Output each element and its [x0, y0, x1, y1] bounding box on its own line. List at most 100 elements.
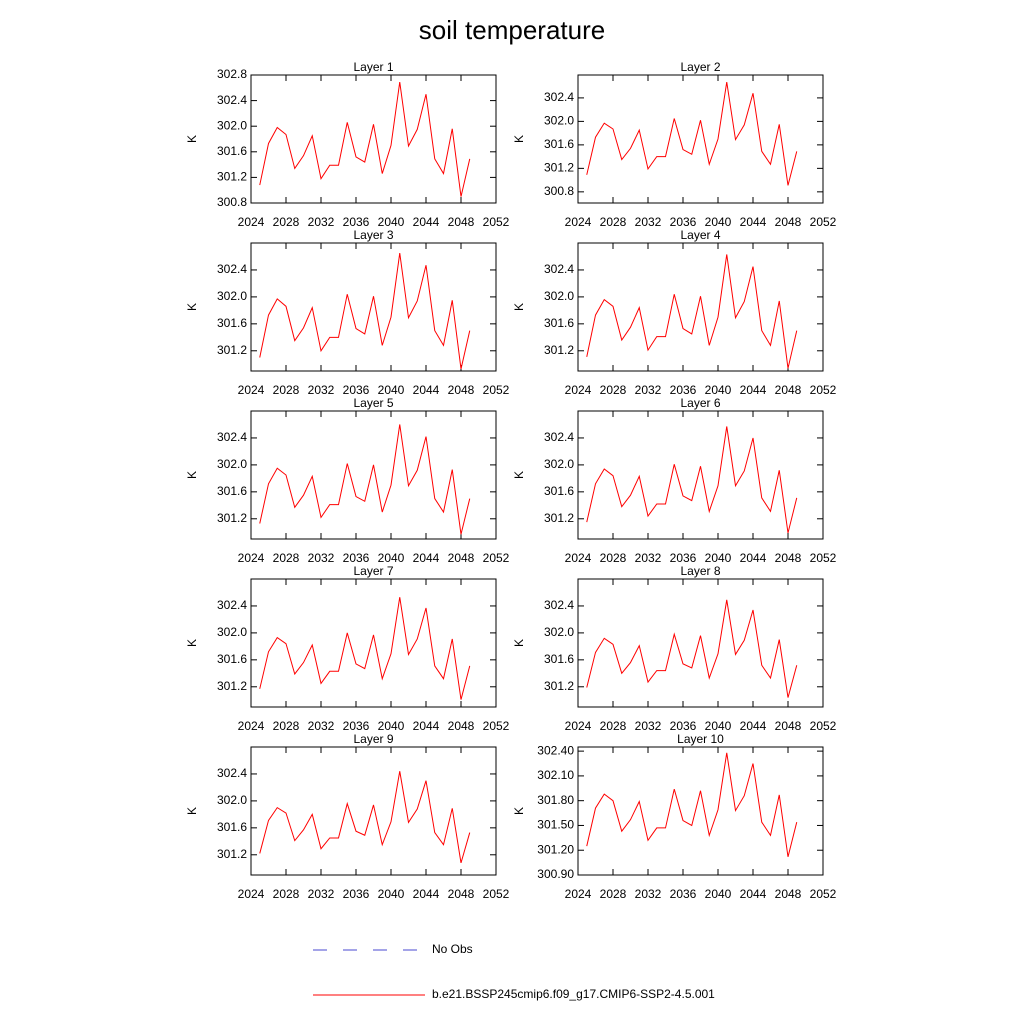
- y-tick-label: 302.40: [537, 743, 574, 757]
- x-tick-label: 2028: [600, 551, 627, 565]
- y-axis-label: K: [512, 639, 526, 647]
- panel: Layer 1 K 2024 2028 2032 2036 2040 2044 2048 2052…: [185, 60, 509, 229]
- panel: Layer 2 K 2024 2028 2032 2036 2040 2044 2048 2052…: [512, 60, 836, 229]
- x-tick-label: 2040: [705, 719, 732, 733]
- panel-title: Layer 3: [353, 228, 393, 242]
- x-tick-label: 2052: [483, 215, 510, 229]
- x-tick-label: 2036: [670, 215, 697, 229]
- x-tick-label: 2048: [775, 719, 802, 733]
- x-tick-label: 2028: [273, 887, 300, 901]
- panel-title: Layer 10: [677, 732, 724, 746]
- x-tick-label: 2032: [308, 215, 335, 229]
- panel-title: Layer 2: [680, 60, 720, 74]
- y-tick-label: 301.2: [217, 511, 247, 525]
- x-tick-label: 2032: [308, 383, 335, 397]
- data-line: [259, 597, 471, 700]
- x-tick-label: 2036: [343, 383, 370, 397]
- x-tick-label: 2044: [740, 215, 767, 229]
- x-tick-label: 2040: [705, 887, 732, 901]
- y-tick-label: 302.4: [217, 262, 247, 276]
- y-tick-label: 301.2: [217, 343, 247, 357]
- y-tick-label: 301.6: [217, 316, 247, 330]
- y-tick-label: 301.2: [544, 679, 574, 693]
- x-tick-label: 2044: [740, 719, 767, 733]
- y-tick-label: 301.6: [544, 484, 574, 498]
- x-tick-label: 2044: [413, 383, 440, 397]
- panel: Layer 3 K 2024 2028 2032 2036 2040 2044 2048 2052…: [185, 228, 509, 397]
- x-tick-label: 2040: [705, 215, 732, 229]
- y-tick-label: 301.6: [217, 484, 247, 498]
- x-tick-label: 2028: [273, 719, 300, 733]
- legend-label: b.e21.BSSP245cmip6.f09_g17.CMIP6-SSP2-4.…: [432, 987, 715, 1001]
- x-tick-label: 2028: [273, 215, 300, 229]
- y-tick-label: 301.20: [537, 842, 574, 856]
- data-line: [259, 81, 471, 197]
- x-tick-label: 2036: [343, 551, 370, 565]
- y-tick-label: 301.6: [217, 144, 247, 158]
- y-axis-label: K: [512, 303, 526, 311]
- x-tick-label: 2048: [448, 383, 475, 397]
- y-tick-label: 302.0: [217, 625, 247, 639]
- x-tick-label: 2052: [810, 215, 837, 229]
- x-tick-label: 2040: [378, 551, 405, 565]
- y-tick-label: 302.4: [217, 766, 247, 780]
- x-tick-label: 2044: [740, 887, 767, 901]
- x-tick-label: 2028: [600, 215, 627, 229]
- x-tick-label: 2052: [810, 551, 837, 565]
- x-tick-label: 2032: [635, 551, 662, 565]
- plot-frame: [250, 242, 497, 372]
- y-tick-label: 301.80: [537, 793, 574, 807]
- x-tick-label: 2028: [600, 887, 627, 901]
- panel: Layer 5 K 2024 2028 2032 2036 2040 2044 2048 2052…: [185, 396, 509, 565]
- panel-title: Layer 1: [353, 60, 393, 74]
- x-tick-label: 2032: [308, 719, 335, 733]
- x-tick-label: 2036: [670, 551, 697, 565]
- y-tick-label: 300.8: [544, 184, 574, 198]
- x-tick-label: 2024: [565, 551, 592, 565]
- x-tick-label: 2044: [413, 551, 440, 565]
- data-line: [586, 752, 798, 857]
- x-tick-label: 2028: [273, 551, 300, 565]
- y-tick-label: 302.0: [544, 289, 574, 303]
- y-tick-label: 302.4: [217, 93, 247, 107]
- y-tick-label: 301.6: [217, 820, 247, 834]
- data-line: [259, 424, 471, 535]
- panel-title: Layer 6: [680, 396, 720, 410]
- panel-title: Layer 8: [680, 564, 720, 578]
- x-tick-label: 2036: [343, 887, 370, 901]
- x-tick-label: 2052: [483, 887, 510, 901]
- y-tick-label: 302.4: [217, 598, 247, 612]
- x-tick-label: 2044: [413, 719, 440, 733]
- y-tick-label: 302.4: [544, 598, 574, 612]
- x-tick-label: 2048: [448, 719, 475, 733]
- plot-frame: [577, 242, 824, 372]
- x-tick-label: 2032: [635, 215, 662, 229]
- y-tick-label: 301.50: [537, 818, 574, 832]
- x-tick-label: 2040: [378, 383, 405, 397]
- y-tick-label: 302.0: [544, 114, 574, 128]
- panel: Layer 9 K 2024 2028 2032 2036 2040 2044 2048 2052…: [185, 732, 509, 901]
- y-tick-label: 302.4: [217, 430, 247, 444]
- x-tick-label: 2040: [705, 551, 732, 565]
- y-tick-label: 301.2: [544, 343, 574, 357]
- y-axis-label: K: [512, 135, 526, 143]
- x-tick-label: 2036: [343, 719, 370, 733]
- y-tick-label: 301.2: [217, 847, 247, 861]
- x-tick-label: 2044: [413, 215, 440, 229]
- x-tick-label: 2032: [635, 719, 662, 733]
- y-axis-label: K: [512, 471, 526, 479]
- x-tick-label: 2044: [740, 551, 767, 565]
- x-tick-label: 2032: [308, 551, 335, 565]
- x-tick-label: 2028: [600, 719, 627, 733]
- figure-title: soil temperature: [419, 15, 605, 45]
- y-tick-label: 300.90: [537, 867, 574, 881]
- x-tick-label: 2052: [483, 551, 510, 565]
- panel: Layer 7 K 2024 2028 2032 2036 2040 2044 2048 2052…: [185, 564, 509, 733]
- legend-label: No Obs: [432, 942, 473, 956]
- x-tick-label: 2032: [635, 383, 662, 397]
- x-tick-label: 2024: [238, 719, 265, 733]
- panel: Layer 6 K 2024 2028 2032 2036 2040 2044 2048 2052…: [512, 396, 836, 565]
- x-tick-label: 2052: [483, 719, 510, 733]
- data-line: [259, 771, 471, 864]
